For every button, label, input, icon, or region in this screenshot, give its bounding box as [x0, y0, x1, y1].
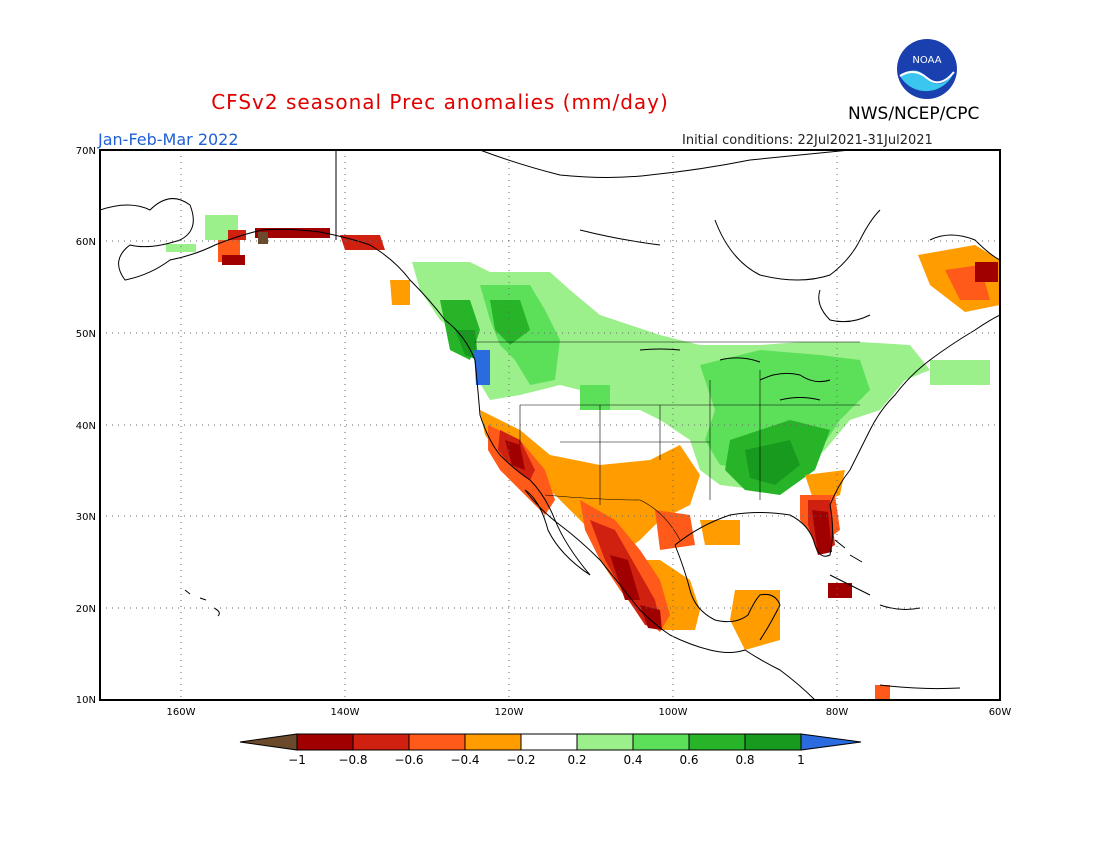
map-title: CFSv2 seasonal Prec anomalies (mm/day) — [211, 90, 669, 114]
lon-label: 140W — [331, 707, 360, 718]
logo-text: NOAA — [912, 55, 941, 66]
colorbar-tick-label: −0.8 — [338, 753, 367, 767]
colorbar-tick-label: −0.2 — [506, 753, 535, 767]
lat-label: 30N — [76, 512, 96, 523]
colorbar-swatch — [632, 733, 690, 751]
colorbar-tick-label: −0.4 — [450, 753, 479, 767]
colorbar-high-arrow — [800, 733, 862, 751]
borders — [475, 341, 860, 541]
lat-label: 40N — [76, 421, 96, 432]
colorbar-swatch — [520, 733, 578, 751]
colorbar-swatch — [688, 733, 746, 751]
colorbar-tick-label: 0.8 — [735, 753, 754, 767]
lon-label: 100W — [659, 707, 688, 718]
colorbar-tick-label: −0.6 — [394, 753, 423, 767]
agency-label: NWS/NCEP/CPC — [848, 104, 980, 124]
colorbar-legend: −1 −0.8 −0.6 −0.4 −0.2 0.2 0.4 0.6 0.8 1 — [239, 733, 862, 767]
lat-label: 60N — [76, 237, 96, 248]
lon-label: 120W — [495, 707, 524, 718]
colorbar-swatch — [296, 733, 354, 751]
colorbar-tick-label: 0.4 — [623, 753, 642, 767]
lon-label: 160W — [167, 707, 196, 718]
colorbar-low-arrow — [239, 733, 298, 751]
lat-label: 70N — [76, 146, 96, 157]
initial-conditions-label: Initial conditions: 22Jul2021-31Jul2021 — [682, 133, 933, 148]
colorbar-swatch — [408, 733, 466, 751]
lat-label: 10N — [76, 695, 96, 706]
colorbar-swatch — [352, 733, 410, 751]
map-frame — [99, 149, 1001, 701]
lat-label: 20N — [76, 604, 96, 615]
colorbar-tick-label: 1 — [797, 753, 805, 767]
anomaly-field — [166, 215, 1000, 700]
colorbar-swatch — [464, 733, 522, 751]
season-label: Jan-Feb-Mar 2022 — [98, 130, 239, 149]
graticule — [100, 150, 1000, 700]
coastlines — [100, 150, 1000, 700]
colorbar-swatch — [576, 733, 634, 751]
colorbar-tick-label: 0.2 — [567, 753, 586, 767]
lon-label: 80W — [826, 707, 849, 718]
colorbar-tick-label: −1 — [288, 753, 306, 767]
lon-label: 60W — [989, 707, 1012, 718]
colorbar-swatch — [744, 733, 802, 751]
noaa-logo-icon: NOAA — [897, 39, 957, 99]
colorbar-tick-label: 0.6 — [679, 753, 698, 767]
lat-label: 50N — [76, 329, 96, 340]
